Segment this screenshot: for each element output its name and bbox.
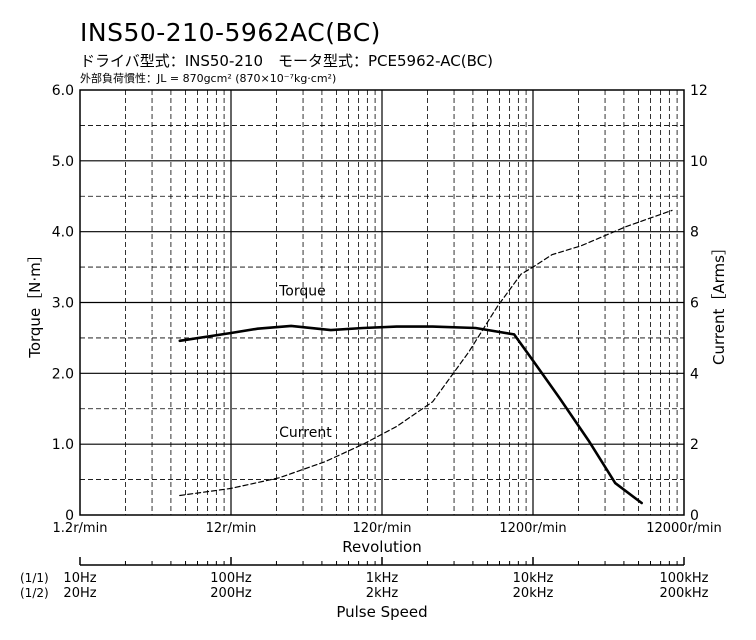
series-lines — [178, 209, 673, 505]
pulse-tick-label-2x: 20kHz — [513, 586, 554, 601]
y2-tick-label: 12 — [690, 83, 708, 99]
grid — [79, 89, 685, 516]
current-label: Current — [279, 425, 332, 441]
y-tick-label: 0 — [65, 508, 74, 524]
pulse-tick-label-2x: 20Hz — [63, 586, 96, 601]
y2-tick-label: 10 — [690, 154, 708, 170]
current-line — [179, 209, 673, 497]
x-axis-title: Revolution — [342, 538, 421, 556]
y2-tick-label: 0 — [690, 508, 699, 524]
pulse-tick-label-1x: 1kHz — [366, 571, 399, 586]
y-tick-label: 3.0 — [52, 296, 74, 312]
torque-line — [178, 324, 644, 505]
y-axis-title: Torque［N·m］ — [26, 247, 44, 359]
x-tick-label: 120r/min — [352, 521, 411, 536]
pulse-tick-label-2x: 200kHz — [660, 586, 709, 601]
pulse-row1-label: (1/1) — [20, 571, 49, 585]
y-tick-label: 1.0 — [52, 437, 74, 453]
x-tick-label: 12000r/min — [646, 521, 722, 536]
pulse-tick-label-2x: 200Hz — [210, 586, 252, 601]
plot-frame — [79, 89, 685, 516]
x-tick-label: 1.2r/min — [53, 521, 108, 536]
pulse-tick-label-1x: 100kHz — [660, 571, 709, 586]
y2-axis-title: Current［Arms］ — [710, 240, 728, 365]
load-inertia-note: 外部負荷慣性：JL = 870gcm² (870×10⁻⁷kg·cm²) — [80, 72, 337, 85]
chart-title: INS50-210-5962AC(BC) — [80, 18, 381, 47]
y-tick-label: 5.0 — [52, 154, 74, 170]
y2-tick-label: 4 — [690, 366, 699, 382]
pulse-tick-label-1x: 10Hz — [63, 571, 96, 586]
pulse-tick-label-1x: 10kHz — [513, 571, 554, 586]
torque-label: Torque — [278, 283, 326, 299]
pulse-row2-label: (1/2) — [20, 586, 49, 600]
chart-labels: 0 1.0 2.0 3.0 4.0 5.0 6.0 0 2 4 6 8 10 12 1.2r/min 12r/… — [20, 83, 728, 621]
x-tick-label: 1200r/min — [499, 521, 566, 536]
y2-tick-label: 2 — [690, 437, 699, 453]
y-tick-label: 4.0 — [52, 225, 74, 241]
pulse-tick-label-2x: 2kHz — [366, 586, 399, 601]
x-tick-label: 12r/min — [206, 521, 257, 536]
chart-subtitle: ドライバ型式：INS50-210 モータ型式：PCE5962-AC(BC) — [80, 52, 493, 70]
y-tick-label: 2.0 — [52, 366, 74, 382]
y-tick-label: 6.0 — [52, 83, 74, 99]
pulse-tick-label-1x: 100Hz — [210, 571, 252, 586]
y2-tick-label: 6 — [690, 296, 699, 312]
pulse-axis-title: Pulse Speed — [336, 603, 427, 621]
y2-tick-label: 8 — [690, 225, 699, 241]
